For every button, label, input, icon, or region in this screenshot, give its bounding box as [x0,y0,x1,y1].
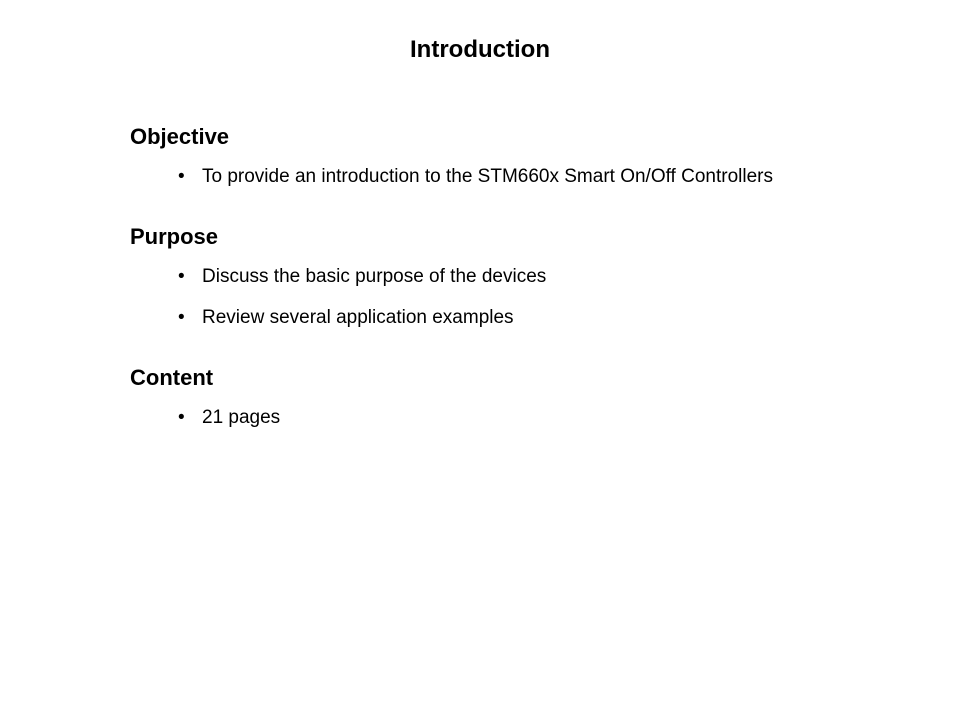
list-item: Discuss the basic purpose of the devices [178,264,830,290]
section-heading-purpose: Purpose [130,224,830,250]
list-item: Review several application examples [178,305,830,331]
slide: Introduction Objective To provide an int… [0,0,960,720]
slide-body: Objective To provide an introduction to … [0,64,830,431]
section-heading-objective: Objective [130,124,830,150]
bullet-list-objective: To provide an introduction to the STM660… [130,164,830,190]
section-heading-content: Content [130,365,830,391]
list-item: To provide an introduction to the STM660… [178,164,830,190]
list-item: 21 pages [178,405,830,431]
bullet-list-content: 21 pages [130,405,830,431]
bullet-list-purpose: Discuss the basic purpose of the devices… [130,264,830,331]
slide-title: Introduction [0,0,960,64]
